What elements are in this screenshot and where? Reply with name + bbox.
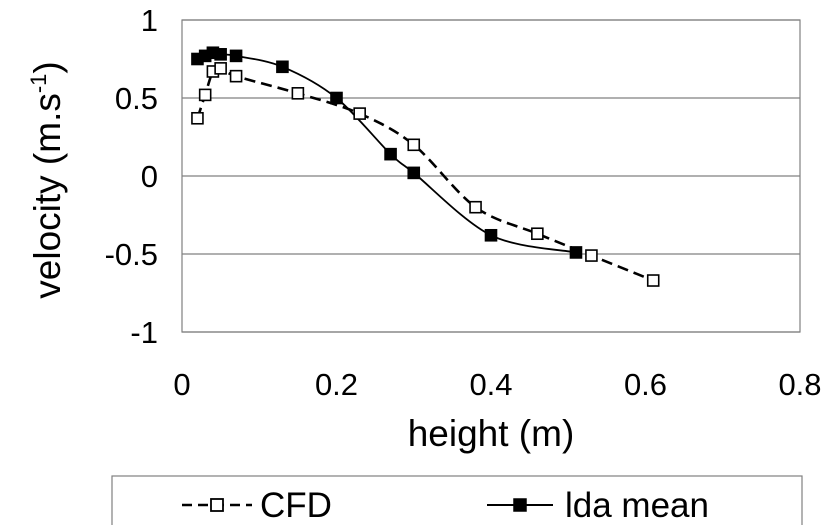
data-point-lda-mean	[330, 91, 343, 105]
y-tick-label: 0	[141, 159, 158, 194]
y-axis-label: velocity (m.s-1)	[26, 61, 68, 298]
data-point-cfd	[469, 200, 482, 214]
legend-entry-lda-mean: lda mean	[487, 486, 709, 525]
data-point-lda-mean	[214, 48, 227, 61]
legend-entry-cfd: CFD	[182, 486, 332, 525]
x-tick-labels: 0 0.2 0.4 0.6 0.8	[173, 367, 821, 402]
data-point-lda-mean	[569, 246, 583, 259]
y-tick-labels: 1 0.5 0 -0.5 -1	[105, 3, 158, 350]
y-tick-label: 0.5	[115, 81, 158, 116]
data-point-cfd	[214, 62, 227, 75]
series-line-cfd	[196, 66, 654, 282]
data-point-cfd	[646, 274, 660, 287]
legend-lda-label: lda mean	[565, 486, 709, 525]
data-point-lda-mean	[229, 49, 243, 63]
y-tick-label: -1	[130, 315, 158, 350]
data-point-cfd	[407, 138, 421, 152]
data-point-cfd	[531, 227, 544, 241]
x-tick-label: 0.8	[778, 367, 821, 402]
y-tick-label: 1	[141, 3, 158, 38]
data-point-cfd	[198, 88, 212, 102]
data-point-lda-mean	[276, 60, 289, 74]
legend-box	[111, 475, 803, 525]
data-point-lda-mean	[384, 147, 397, 161]
data-point-cfd	[191, 111, 204, 125]
data-point-cfd	[353, 107, 366, 120]
x-tick-label: 0.2	[315, 367, 358, 402]
x-tick-label: 0	[173, 367, 190, 402]
y-axis-label-suffix: )	[27, 61, 68, 73]
data-point-lda-mean	[407, 166, 421, 180]
series-layer	[191, 46, 660, 287]
data-point-lda-mean	[484, 228, 498, 242]
data-point-cfd	[585, 249, 598, 262]
y-tick-label: -0.5	[105, 237, 158, 272]
data-point-cfd	[291, 87, 305, 100]
legend-lda-marker	[513, 498, 527, 512]
legend-cfd-label: CFD	[260, 486, 332, 525]
x-axis-label: height (m)	[408, 413, 575, 454]
data-point-cfd	[229, 69, 243, 83]
y-axis-label-main: velocity (m.s	[27, 93, 68, 299]
legend: CFD lda mean	[111, 475, 803, 525]
plot-area-border	[181, 19, 801, 333]
x-tick-label: 0.6	[624, 367, 667, 402]
x-tick-label: 0.4	[469, 367, 512, 402]
gridlines	[182, 19, 800, 333]
y-axis-label-superscript: -1	[26, 74, 51, 94]
legend-cfd-marker	[210, 498, 224, 512]
